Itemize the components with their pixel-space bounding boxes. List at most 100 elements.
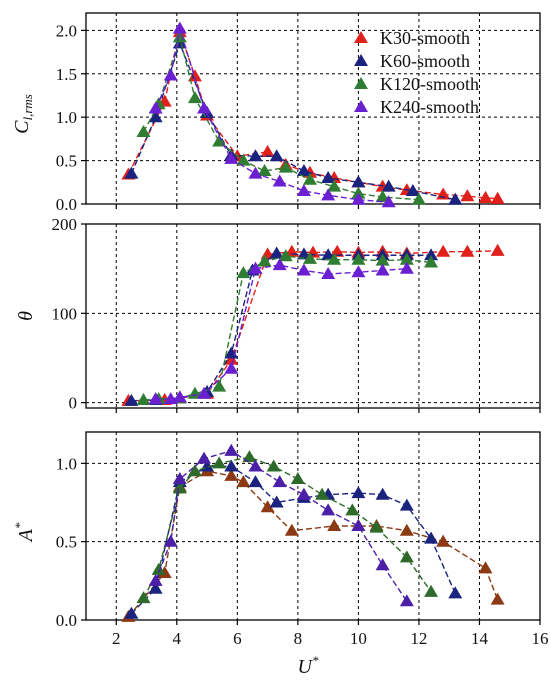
- data-point: [260, 500, 275, 513]
- data-point: [321, 170, 336, 183]
- data-point: [424, 248, 439, 261]
- data-point: [269, 246, 284, 259]
- data-point: [136, 392, 151, 406]
- data-point: [236, 266, 251, 279]
- data-point: [375, 263, 390, 276]
- legend-label: K120-smooth: [380, 74, 479, 94]
- axes-frame: [85, 12, 541, 205]
- data-point: [296, 164, 311, 177]
- data-point: [424, 531, 439, 544]
- x-tick-label: 10: [350, 629, 367, 648]
- ylabel-theta: θ: [15, 311, 37, 321]
- data-point: [224, 459, 239, 472]
- axes-frame: [85, 431, 541, 621]
- data-point: [424, 584, 439, 597]
- data-point: [375, 190, 390, 203]
- data-point: [148, 392, 163, 405]
- x-tick-label: 16: [532, 629, 549, 648]
- x-tick-label: 4: [173, 629, 182, 648]
- panel-amplitude: 0.0 0.5 1.0 2 4 6 8 10 12 14 16 A* U*: [12, 431, 549, 678]
- data-point: [296, 487, 311, 500]
- data-point: [212, 456, 227, 469]
- data-point: [266, 459, 281, 472]
- data-point: [315, 487, 330, 500]
- data-point: [448, 192, 463, 205]
- y-tick-label: 1.0: [56, 454, 77, 473]
- panel-theta: 0 100 200 θ: [15, 215, 541, 413]
- data-point: [351, 519, 366, 532]
- data-point: [369, 520, 384, 533]
- data-point: [124, 166, 139, 179]
- panel-c-lrms: 0.0 0.5 1.0 1.5 2.0 K30-smooth K60-smooth K120-…: [11, 12, 541, 214]
- data-point: [351, 486, 366, 499]
- y-tick-label: 0: [69, 394, 78, 413]
- data-point: [411, 192, 426, 205]
- data-point: [381, 179, 396, 192]
- data-point: [248, 261, 263, 274]
- data-point: [148, 110, 163, 123]
- data-point: [321, 267, 336, 280]
- data-point: [124, 393, 139, 406]
- data-point: [257, 164, 272, 177]
- data-point: [460, 189, 475, 202]
- data-point: [278, 249, 293, 262]
- data-point: [224, 443, 239, 456]
- data-point: [151, 562, 166, 575]
- x-tick-label: 14: [471, 629, 489, 648]
- data-point: [172, 472, 187, 485]
- data-point: [224, 151, 239, 164]
- data-point: [424, 255, 439, 268]
- data-point: [290, 472, 305, 485]
- data-point: [257, 254, 272, 267]
- data-point: [269, 495, 284, 508]
- data-point: [163, 534, 178, 547]
- data-point: [224, 361, 239, 374]
- data-point: [302, 251, 317, 264]
- legend-marker: [354, 54, 368, 67]
- x-tick-label: 8: [294, 629, 303, 648]
- data-point: [187, 69, 202, 82]
- data-point: [248, 459, 263, 472]
- data-point: [351, 175, 366, 188]
- data-point: [157, 566, 172, 579]
- data-point: [490, 592, 505, 605]
- data-point: [381, 195, 396, 208]
- data-point: [136, 124, 151, 137]
- data-point: [327, 252, 342, 265]
- data-point: [351, 192, 366, 205]
- data-point: [124, 606, 139, 619]
- data-point: [248, 149, 263, 162]
- data-point: [399, 594, 414, 607]
- data-point: [272, 174, 287, 187]
- data-point: [187, 91, 202, 104]
- y-tick-label: 0.0: [56, 195, 77, 214]
- y-tick-label: 200: [52, 215, 78, 234]
- data-point: [242, 450, 257, 463]
- y-tick-label: 0.5: [56, 533, 77, 552]
- data-point: [448, 586, 463, 599]
- y-tick-label: 1.0: [56, 108, 77, 127]
- data-point: [327, 519, 342, 532]
- data-point: [399, 523, 414, 536]
- data-point: [172, 21, 187, 34]
- data-point: [296, 263, 311, 276]
- series-line-K60-smooth: [130, 465, 456, 615]
- legend-marker: [354, 77, 368, 90]
- x-tick-label: 2: [112, 629, 121, 648]
- y-tick-label: 0.0: [56, 611, 77, 630]
- data-point: [260, 144, 275, 157]
- ylabel-clrms: Cl,rms: [11, 94, 35, 134]
- data-point: [321, 503, 336, 516]
- data-point: [399, 252, 414, 265]
- xlabel-u: U*: [298, 653, 319, 678]
- data-point: [284, 523, 299, 536]
- data-point: [197, 386, 212, 399]
- legend: K30-smooth K60-smooth K120-smooth K240-smoo…: [354, 28, 479, 117]
- data-point: [248, 166, 263, 179]
- series-line-K240-smooth: [154, 450, 408, 602]
- data-point: [269, 149, 284, 162]
- data-point: [278, 160, 293, 173]
- ylabel-amplitude: A*: [12, 522, 37, 543]
- legend-marker: [354, 31, 368, 44]
